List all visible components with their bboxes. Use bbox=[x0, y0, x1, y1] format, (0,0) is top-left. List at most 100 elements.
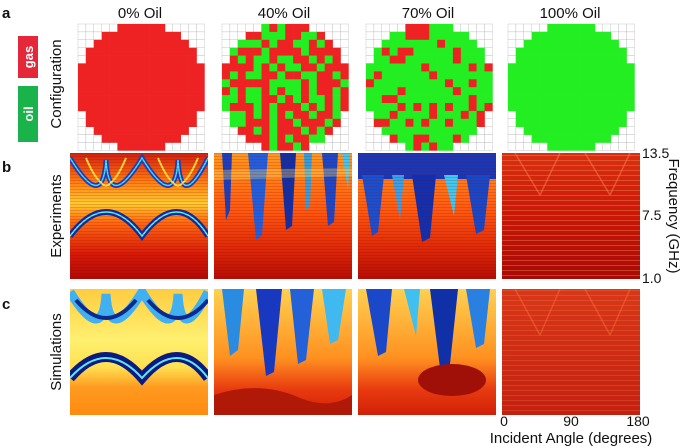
config-cell bbox=[571, 103, 580, 112]
config-cell bbox=[332, 55, 341, 64]
config-cell bbox=[484, 95, 493, 104]
config-cell bbox=[133, 126, 142, 135]
config-cell bbox=[555, 63, 564, 72]
simulation-map-1 bbox=[214, 289, 352, 415]
config-cell bbox=[101, 79, 110, 88]
config-cell bbox=[531, 71, 540, 80]
config-cell bbox=[366, 87, 375, 96]
config-cell bbox=[109, 31, 118, 41]
config-cell bbox=[78, 71, 87, 80]
config-cell bbox=[579, 39, 588, 48]
config-cell bbox=[381, 126, 390, 135]
config-cell bbox=[85, 103, 95, 112]
config-cell bbox=[587, 71, 596, 80]
config-cell bbox=[269, 118, 278, 127]
config-cell bbox=[547, 24, 556, 33]
config-cell bbox=[149, 134, 158, 143]
config-cell bbox=[237, 110, 246, 120]
config-cell bbox=[579, 134, 588, 143]
configuration-grid-2 bbox=[365, 23, 493, 151]
config-cell bbox=[366, 95, 375, 104]
config-cell bbox=[285, 95, 294, 104]
config-cell bbox=[180, 110, 189, 120]
config-cell bbox=[308, 71, 318, 80]
config-cell bbox=[237, 63, 246, 72]
frequency-axis-label: Frequency (GHz) bbox=[665, 158, 682, 273]
config-cell bbox=[117, 79, 126, 88]
config-cell bbox=[460, 55, 469, 64]
config-cell bbox=[515, 110, 525, 120]
config-cell bbox=[164, 134, 174, 143]
config-cell bbox=[389, 31, 398, 41]
config-cell bbox=[571, 142, 580, 151]
config-cell bbox=[101, 63, 110, 72]
config-cell bbox=[437, 134, 446, 143]
config-cell bbox=[172, 87, 181, 96]
config-cell bbox=[587, 110, 596, 120]
config-cell bbox=[381, 79, 390, 88]
config-cell bbox=[125, 39, 134, 48]
config-cell bbox=[301, 134, 310, 143]
config-cell bbox=[285, 63, 294, 72]
config-cell bbox=[308, 134, 318, 143]
config-cell bbox=[157, 87, 166, 96]
config-cell bbox=[109, 110, 118, 120]
config-cell bbox=[109, 134, 118, 143]
config-cell bbox=[253, 126, 262, 135]
config-cell bbox=[610, 39, 619, 48]
config-cell bbox=[316, 47, 325, 56]
config-cell bbox=[413, 103, 422, 112]
config-cell bbox=[421, 63, 430, 72]
config-cell bbox=[452, 134, 462, 143]
config-cell bbox=[437, 31, 446, 41]
config-cell bbox=[149, 95, 158, 104]
config-cell bbox=[316, 95, 325, 104]
config-cell bbox=[476, 71, 485, 80]
config-cell bbox=[452, 95, 462, 104]
config-cell bbox=[237, 126, 246, 135]
config-cell bbox=[229, 118, 239, 127]
config-cell bbox=[389, 47, 398, 56]
angle-tick-0: 0 bbox=[500, 413, 508, 429]
config-cell bbox=[93, 126, 102, 135]
config-cell bbox=[366, 79, 375, 88]
config-cell bbox=[332, 79, 341, 88]
config-cell bbox=[172, 71, 181, 80]
config-cell bbox=[476, 79, 485, 88]
config-cell bbox=[429, 39, 438, 48]
config-cell bbox=[555, 95, 564, 104]
config-cell bbox=[413, 24, 422, 33]
config-cell bbox=[157, 24, 166, 33]
config-cell bbox=[316, 39, 325, 48]
freq-tick-top: 13.5 bbox=[642, 145, 669, 161]
config-cell bbox=[125, 79, 134, 88]
config-cell bbox=[324, 110, 333, 120]
config-cell bbox=[373, 95, 383, 104]
config-cell bbox=[149, 71, 158, 80]
config-cell bbox=[101, 118, 110, 127]
config-cell bbox=[397, 126, 406, 135]
config-cell bbox=[261, 79, 270, 88]
panel-label-a: a bbox=[2, 5, 11, 22]
config-cell bbox=[531, 103, 540, 112]
config-cell bbox=[618, 55, 627, 64]
config-cell bbox=[539, 47, 548, 56]
config-cell bbox=[381, 63, 390, 72]
config-cell bbox=[460, 63, 469, 72]
config-cell bbox=[93, 71, 102, 80]
config-cell bbox=[141, 142, 150, 151]
config-cell bbox=[445, 103, 454, 112]
config-cell bbox=[539, 71, 548, 80]
config-cell bbox=[610, 95, 619, 104]
config-cell bbox=[531, 39, 540, 48]
experiment-map-3 bbox=[502, 152, 640, 279]
config-cell bbox=[164, 118, 174, 127]
config-cell bbox=[515, 118, 525, 127]
config-cell bbox=[324, 118, 333, 127]
config-cell bbox=[555, 79, 564, 88]
config-cell bbox=[93, 47, 102, 56]
config-cell bbox=[101, 71, 110, 80]
config-cell bbox=[308, 126, 318, 135]
config-cell bbox=[332, 63, 341, 72]
config-cell bbox=[285, 71, 294, 80]
